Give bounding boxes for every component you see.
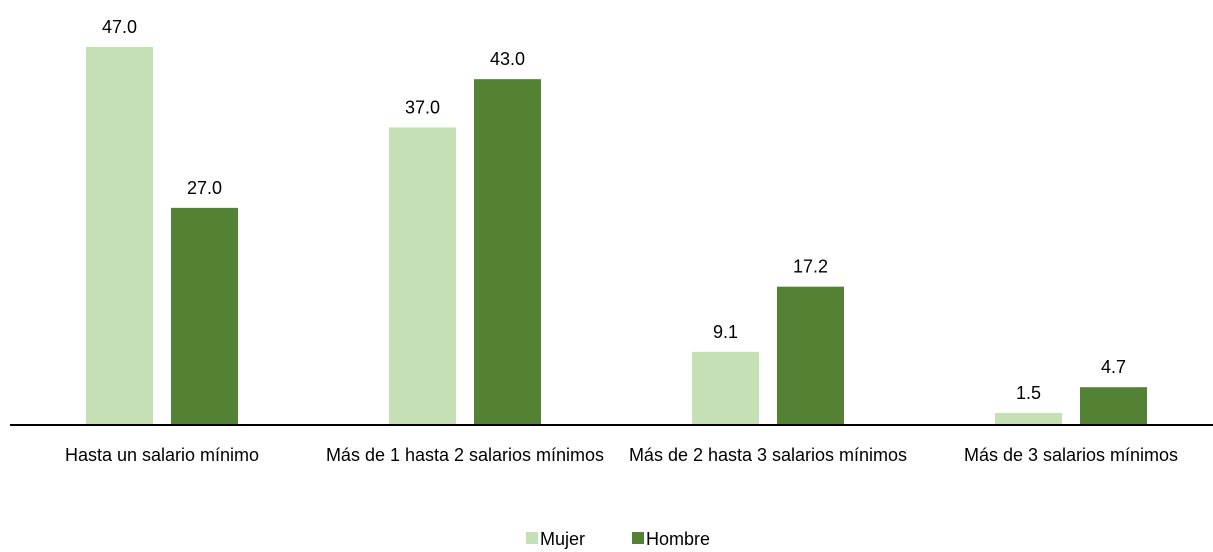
value-label: 4.7	[1101, 357, 1126, 377]
legend-swatch	[632, 532, 644, 544]
value-label: 9.1	[713, 322, 738, 342]
bar	[86, 47, 153, 425]
bar	[474, 79, 541, 425]
x-tick-label: Más de 2 hasta 3 salarios mínimos	[628, 445, 908, 465]
legend-label: Mujer	[540, 529, 585, 549]
x-tick-label: Más de 1 hasta 2 salarios mínimos	[325, 445, 605, 465]
bar	[171, 207, 238, 425]
bar	[995, 412, 1062, 425]
x-tick-label: Hasta un salario mínimo	[64, 445, 260, 465]
value-label: 37.0	[405, 97, 440, 117]
legend-swatch	[526, 532, 538, 544]
bar	[692, 351, 759, 425]
value-label: 17.2	[793, 257, 828, 277]
legend-label: Hombre	[646, 529, 710, 549]
value-label: 27.0	[187, 178, 222, 198]
x-tick-label: Más de 3 salarios mínimos	[963, 445, 1179, 465]
bar	[389, 127, 456, 425]
value-label: 47.0	[102, 17, 137, 37]
bar	[1080, 387, 1147, 425]
value-label: 43.0	[490, 49, 525, 69]
bar	[777, 286, 844, 425]
value-label: 1.5	[1016, 383, 1041, 403]
